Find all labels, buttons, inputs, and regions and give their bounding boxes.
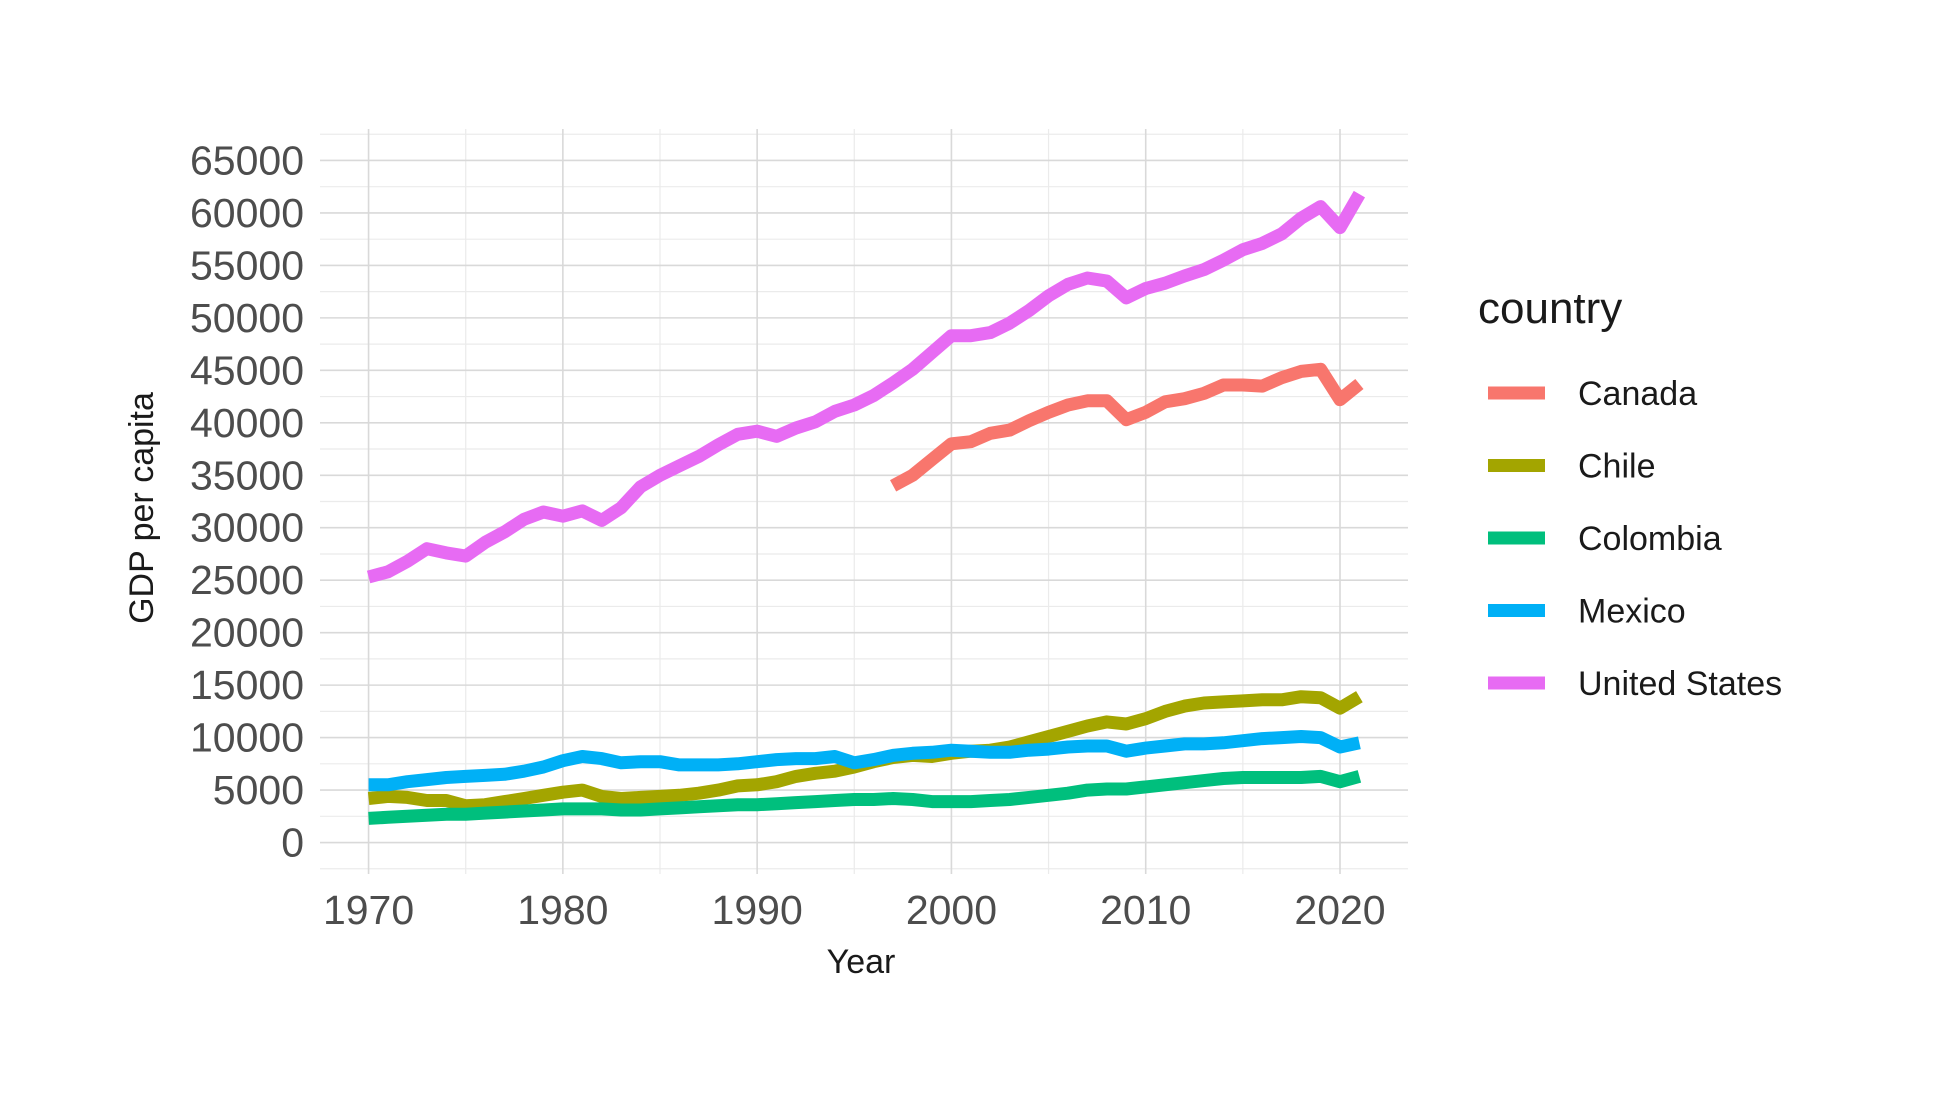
series-line-mexico [368,730,1361,792]
x-tick-label: 1980 [517,887,608,933]
y-tick-label: 60000 [190,190,304,236]
y-tick-label: 45000 [190,347,304,393]
y-axis-title: GDP per capita [123,392,161,624]
series-line-united-states [366,190,1366,584]
legend-title: country [1478,284,1622,333]
y-tick-label: 25000 [190,557,304,603]
legend-label-colombia: Colombia [1578,520,1722,558]
x-tick-label: 2020 [1294,887,1385,933]
y-tick-label: 65000 [190,137,304,183]
legend-label-mexico: Mexico [1578,593,1686,631]
series-line-colombia [368,769,1362,825]
y-tick-label: 30000 [190,505,304,551]
legend-label-united-states: United States [1578,665,1782,703]
x-axis-ticks: 1970 1980 1990 2000 2010 2020 [323,887,1386,933]
y-tick-label: 15000 [190,662,304,708]
x-tick-label: 2010 [1100,887,1191,933]
y-tick-label: 20000 [190,610,304,656]
x-tick-label: 1970 [323,887,414,933]
y-tick-label: 5000 [213,767,304,813]
y-tick-label: 35000 [190,452,304,498]
legend-label-chile: Chile [1578,448,1655,486]
y-tick-label: 40000 [190,400,304,446]
legend-label-canada: Canada [1578,375,1697,413]
legend: country Canada Chile Colombia Mexico United … [1478,284,1782,703]
y-tick-label: 10000 [190,715,304,761]
x-tick-label: 2000 [906,887,997,933]
x-tick-label: 1990 [712,887,803,933]
y-tick-label: 0 [281,820,304,866]
y-tick-label: 50000 [190,295,304,341]
minor-gridlines [320,129,1408,874]
legend-items: Canada Chile Colombia Mexico United States [1488,375,1782,703]
y-tick-label: 55000 [190,242,304,288]
series-lines [366,190,1366,825]
y-axis-ticks: 0 5000 10000 15000 20000 25000 30000 35000 40000… [190,137,304,865]
x-axis-title: Year [827,943,896,981]
series-line-canada [890,362,1364,492]
